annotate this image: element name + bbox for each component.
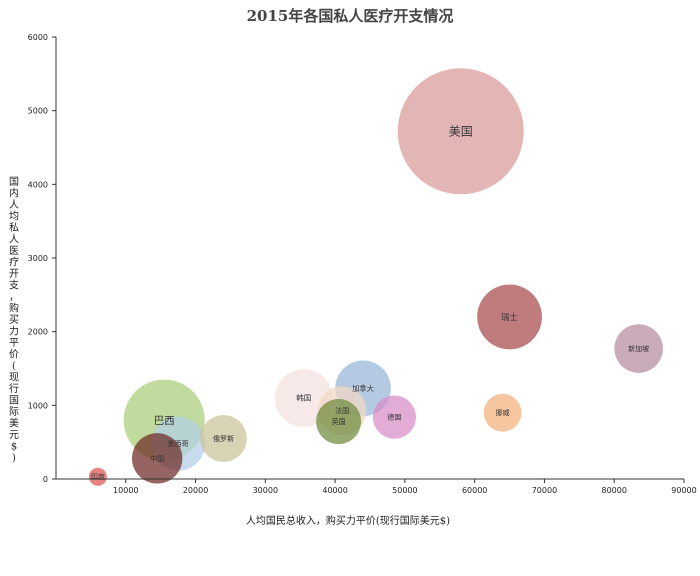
y-tick-label: 2000 — [28, 328, 48, 337]
y-tick-label: 5000 — [28, 107, 48, 116]
bubble-label: 英国 — [332, 417, 346, 426]
x-tick-label: 90000 — [671, 486, 696, 495]
y-axis-label-char: 购 — [9, 302, 19, 315]
x-tick-label: 30000 — [253, 486, 278, 495]
y-axis-label-char: 国 — [9, 176, 19, 188]
x-tick-label: 20000 — [183, 486, 208, 495]
bubble-point — [88, 467, 107, 486]
y-axis-label-char: 买 — [9, 314, 19, 326]
x-tick-label: 50000 — [392, 486, 417, 495]
bubble-label: 印度 — [91, 472, 105, 481]
y-tick-label: 6000 — [28, 33, 48, 42]
bubble-label: 韩国 — [296, 393, 311, 403]
bubble-point — [316, 399, 362, 445]
x-tick-label: 10000 — [113, 486, 138, 495]
bubble-point — [483, 393, 522, 432]
x-axis: 10000 20000 30000 40000 50000 60000 70000 80000… — [56, 478, 697, 495]
y-axis-label-char: 际 — [9, 406, 19, 418]
y-tick-label: 3000 — [28, 254, 48, 263]
bubble-label: 德国 — [387, 413, 401, 422]
y-axis-label-char: 元 — [9, 430, 19, 441]
bubble-label: 加拿大 — [352, 384, 374, 393]
y-axis-label-char: ) — [12, 453, 16, 464]
y-axis-label-char: 现 — [9, 372, 19, 384]
y-axis-label-char: ( — [12, 361, 16, 372]
chart-title: 2015年各国私人医疗开支情况 — [247, 7, 454, 25]
x-tick-label: 60000 — [462, 486, 487, 495]
y-axis: 0 1000 2000 3000 4000 5000 6000 — [28, 33, 57, 484]
bubble-label: 挪威 — [496, 408, 510, 417]
y-axis-label-char: 平 — [9, 338, 19, 349]
y-axis-label-char: 人 — [9, 234, 19, 246]
bubble-label: 新加坡 — [628, 344, 649, 353]
y-axis-label-char: 价 — [9, 349, 19, 361]
bubble-point — [477, 284, 542, 350]
x-tick-label: 70000 — [532, 486, 557, 495]
bubble-point — [131, 433, 183, 484]
y-axis-label-char: 开 — [9, 269, 19, 280]
y-axis-label-char: 人 — [9, 199, 19, 211]
y-axis-label-char: 医 — [9, 245, 19, 257]
y-axis-label-char: 行 — [9, 382, 19, 395]
y-axis-label-char: 美 — [9, 417, 19, 430]
bubble-point — [397, 68, 524, 195]
y-axis-label-char: $ — [11, 442, 17, 453]
x-axis-label: 人均国民总收入，购买力平价(现行国际美元$) — [246, 514, 450, 527]
y-axis-label-char: 内 — [9, 187, 19, 200]
bubble-label: 巴西 — [154, 415, 175, 427]
y-axis-label-char: 疗 — [9, 256, 19, 269]
x-tick-label: 40000 — [322, 486, 347, 495]
y-axis-label-char: 国 — [9, 395, 19, 407]
y-axis-label-char: 均 — [9, 211, 19, 223]
bubble-label: 法国 — [335, 406, 349, 415]
bubble-point — [200, 415, 247, 462]
bubble-point — [614, 324, 663, 373]
y-axis-label-char: 支 — [9, 280, 19, 292]
y-tick-label: 0 — [43, 475, 48, 484]
y-tick-label: 1000 — [28, 401, 48, 410]
y-axis-label-char: 私 — [9, 222, 19, 234]
bubble-point — [372, 395, 417, 439]
y-axis-label-char: 力 — [9, 325, 19, 338]
y-axis-label-char: ， — [9, 292, 19, 303]
bubble-label: 中国 — [150, 454, 164, 463]
x-tick-label: 80000 — [601, 486, 626, 495]
bubble-label: 瑞士 — [501, 312, 518, 322]
bubble-label: 俄罗斯 — [213, 434, 234, 443]
bubble-label: 墨西哥 — [168, 440, 189, 448]
bubble-label: 美国 — [449, 124, 473, 138]
y-tick-label: 4000 — [28, 180, 48, 189]
